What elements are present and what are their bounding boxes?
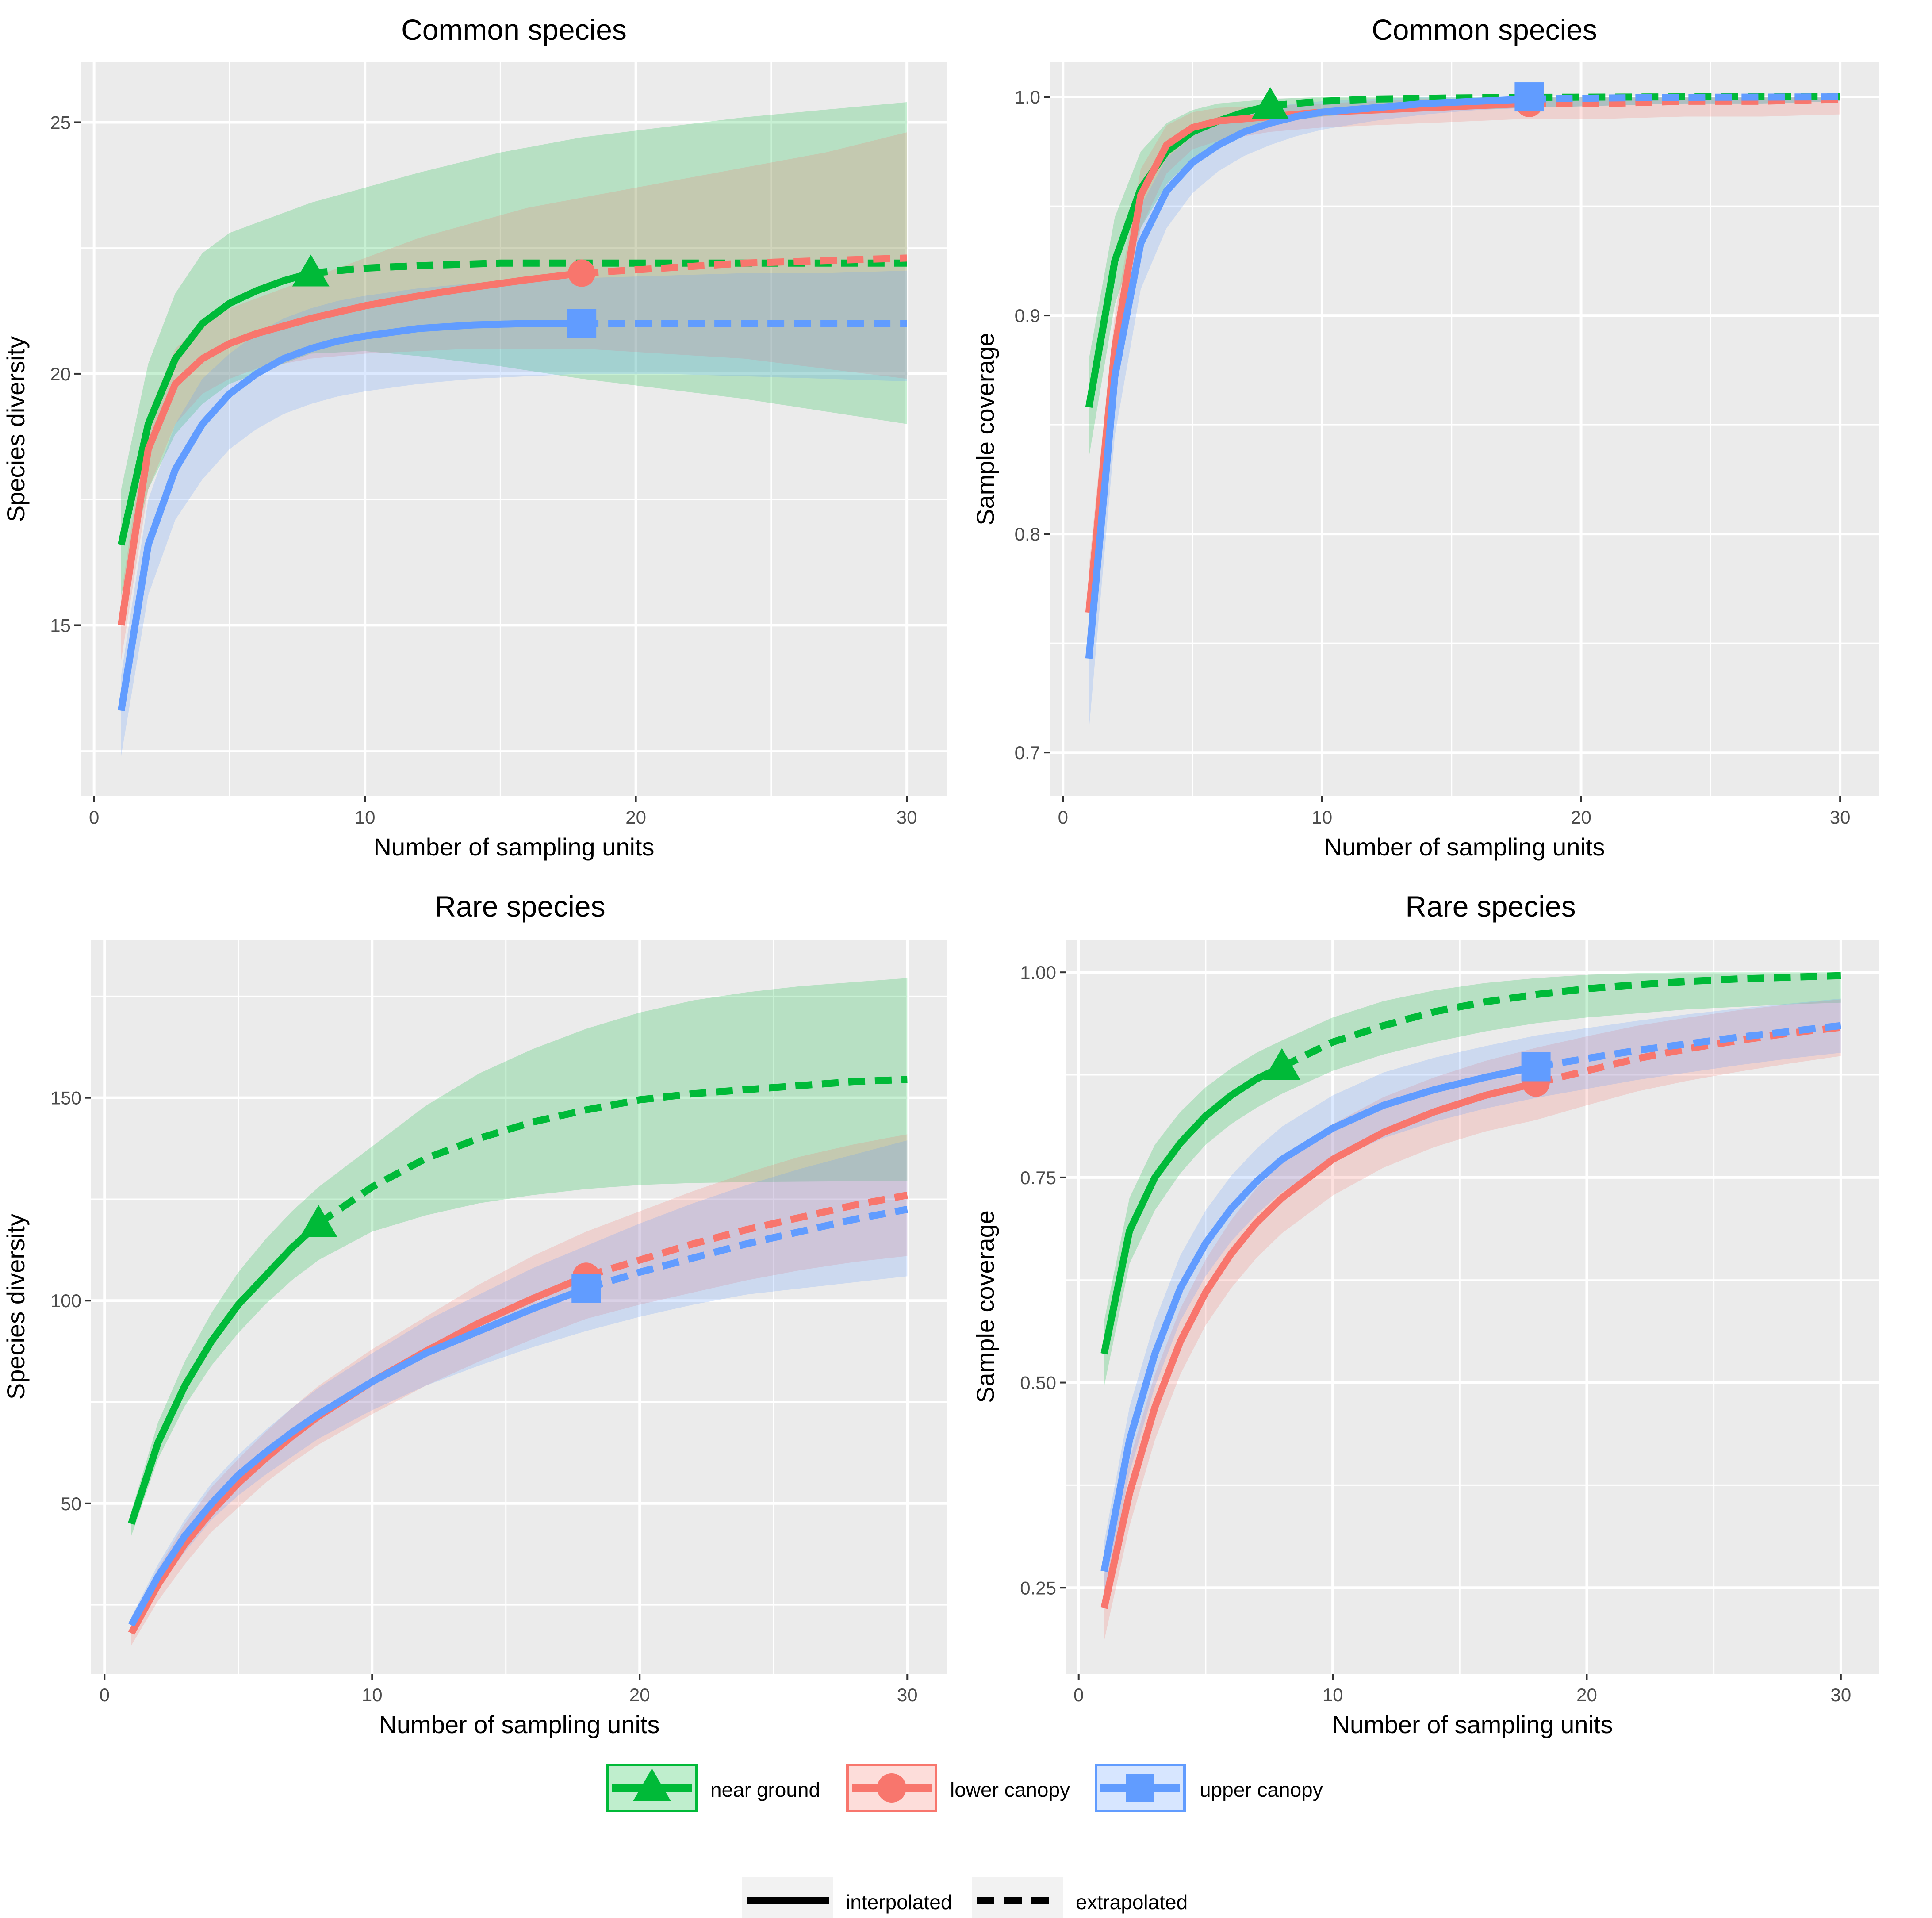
interpolated-line-upper-canopy bbox=[1085, 96, 1530, 659]
triangle-marker-icon bbox=[633, 1768, 671, 1801]
interpolated-line-upper-canopy bbox=[118, 320, 582, 711]
observed-point-near-ground bbox=[1263, 1048, 1301, 1080]
x-tick-label: 30 bbox=[1830, 807, 1851, 828]
y-axis-label: Species diversity bbox=[2, 336, 30, 522]
extrapolated-line-near-ground bbox=[1270, 93, 1840, 109]
x-tick-label: 10 bbox=[355, 807, 376, 828]
observed-point-near-ground bbox=[1251, 87, 1289, 119]
extrapolated-line-near-ground bbox=[316, 1076, 908, 1227]
legend-item-lower-canopy[interactable]: lower canopy bbox=[846, 1764, 1070, 1812]
x-tick-label: 0 bbox=[100, 1684, 110, 1705]
confidence-band-near-ground bbox=[131, 978, 908, 1536]
chart-title: Rare species bbox=[1405, 890, 1576, 923]
legend-item-interpolated[interactable]: interpolated bbox=[742, 1877, 952, 1918]
x-tick-label: 20 bbox=[1576, 1684, 1597, 1705]
interpolated-line-near-ground bbox=[128, 1221, 321, 1525]
y-tick-label: 1.0 bbox=[1015, 87, 1040, 107]
x-tick-label: 30 bbox=[897, 1684, 918, 1705]
y-axis-label: Species diversity bbox=[2, 1214, 30, 1400]
y-tick-label: 0.25 bbox=[1020, 1577, 1056, 1598]
interpolated-line-near-ground bbox=[118, 269, 312, 546]
observed-point-near-ground bbox=[292, 254, 330, 287]
observed-point-upper-canopy bbox=[571, 1274, 601, 1303]
observed-point-upper-canopy bbox=[1521, 1052, 1551, 1082]
x-tick-label: 20 bbox=[625, 807, 646, 828]
extrapolated-line-upper-canopy bbox=[585, 1206, 908, 1292]
y-tick-label: 50 bbox=[61, 1493, 81, 1514]
x-tick-label: 10 bbox=[362, 1684, 383, 1705]
x-tick-label: 30 bbox=[897, 807, 917, 828]
observed-point-lower-canopy bbox=[568, 259, 596, 287]
legend-label: upper canopy bbox=[1200, 1778, 1323, 1801]
interpolated-line-upper-canopy bbox=[1100, 1063, 1537, 1572]
x-axis-label: Number of sampling units bbox=[379, 1711, 660, 1738]
confidence-band-near-ground bbox=[121, 102, 907, 595]
plot-panel bbox=[80, 62, 947, 796]
panel-rare-diversity: 0 10 20 30 50 100 150 Rare species Number of sam… bbox=[2, 890, 947, 1738]
legend-groups: near ground lower canopy upper canopy bbox=[606, 1764, 1323, 1812]
y-tick-label: 25 bbox=[50, 112, 71, 133]
x-tick-label: 0 bbox=[1073, 1684, 1084, 1705]
confidence-band-upper-canopy bbox=[131, 1140, 908, 1634]
chart-title: Common species bbox=[401, 13, 627, 46]
panel-common-coverage: 0 10 20 30 0.7 0.8 0.9 1.0 Common species Number … bbox=[971, 13, 1879, 861]
legend-label: extrapolated bbox=[1076, 1891, 1188, 1914]
x-axis-label: Number of sampling units bbox=[374, 833, 655, 861]
circle-marker-icon bbox=[877, 1773, 906, 1803]
interpolated-line-lower-canopy bbox=[1100, 1079, 1537, 1609]
y-tick-label: 0.50 bbox=[1020, 1373, 1056, 1393]
interpolated-line-near-ground bbox=[1100, 1063, 1284, 1355]
y-tick-label: 15 bbox=[50, 615, 71, 636]
y-axis-label: Sample coverage bbox=[971, 1210, 999, 1403]
interpolated-line-lower-canopy bbox=[117, 269, 583, 626]
confidence-band-lower-canopy bbox=[1104, 999, 1841, 1641]
extrapolated-line-lower-canopy bbox=[581, 254, 907, 277]
x-tick-label: 20 bbox=[629, 1684, 650, 1705]
plot-panel bbox=[1050, 62, 1879, 796]
x-axis-label: Number of sampling units bbox=[1332, 1711, 1613, 1738]
y-axis-label: Sample coverage bbox=[971, 333, 999, 526]
y-tick-label: 0.75 bbox=[1020, 1167, 1056, 1188]
x-tick-label: 20 bbox=[1571, 807, 1591, 828]
legend-label: lower canopy bbox=[950, 1778, 1070, 1801]
legend-label: interpolated bbox=[846, 1891, 952, 1914]
extrapolated-line-near-ground bbox=[1280, 972, 1841, 1070]
confidence-band-upper-canopy bbox=[121, 270, 907, 756]
panel-common-diversity: 0 10 20 30 15 20 25 Common species Number of sam… bbox=[2, 13, 947, 861]
observed-point-upper-canopy bbox=[567, 309, 597, 338]
x-tick-label: 0 bbox=[89, 807, 99, 828]
interpolated-line-lower-canopy bbox=[1085, 100, 1530, 613]
y-tick-label: 20 bbox=[50, 364, 71, 384]
y-tick-label: 0.9 bbox=[1015, 305, 1040, 326]
y-tick-label: 0.7 bbox=[1015, 742, 1040, 763]
x-tick-label: 30 bbox=[1830, 1684, 1851, 1705]
observed-point-upper-canopy bbox=[1514, 82, 1544, 112]
legend-styles: interpolated extrapolated bbox=[742, 1877, 1188, 1918]
y-tick-label: 100 bbox=[50, 1290, 81, 1311]
x-tick-label: 10 bbox=[1312, 807, 1333, 828]
y-tick-label: 150 bbox=[50, 1088, 81, 1109]
confidence-band-near-ground bbox=[1089, 97, 1840, 458]
extrapolated-line-lower-canopy bbox=[585, 1191, 908, 1280]
chart-title: Common species bbox=[1372, 13, 1597, 46]
interpolated-line-upper-canopy bbox=[128, 1285, 588, 1627]
y-tick-label: 0.8 bbox=[1015, 524, 1040, 545]
x-axis-label: Number of sampling units bbox=[1324, 833, 1605, 861]
interpolated-line-near-ground bbox=[1085, 102, 1271, 408]
x-tick-label: 10 bbox=[1322, 1684, 1343, 1705]
observed-point-near-ground bbox=[300, 1205, 337, 1237]
chart-title: Rare species bbox=[435, 890, 605, 923]
legend-item-near-ground[interactable]: near ground bbox=[606, 1764, 820, 1812]
x-tick-label: 0 bbox=[1058, 807, 1068, 828]
confidence-band-lower-canopy bbox=[131, 1134, 908, 1646]
panel-rare-coverage: 0 10 20 30 0.25 0.50 0.75 1.00 Rare species Numbe… bbox=[971, 890, 1879, 1738]
legend-item-extrapolated[interactable]: extrapolated bbox=[972, 1877, 1188, 1918]
y-tick-label: 1.00 bbox=[1020, 962, 1056, 983]
legend-label: near ground bbox=[710, 1778, 820, 1801]
square-marker-icon bbox=[1126, 1774, 1154, 1802]
legend-item-upper-canopy[interactable]: upper canopy bbox=[1095, 1764, 1323, 1812]
confidence-band-upper-canopy bbox=[1104, 998, 1841, 1600]
